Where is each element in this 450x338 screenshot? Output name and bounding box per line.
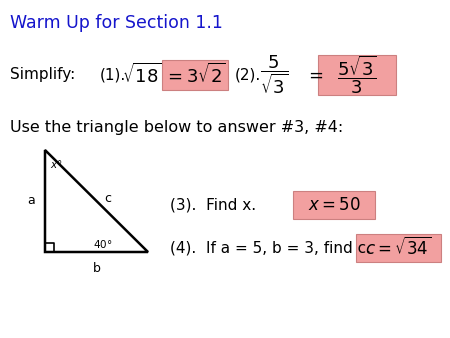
- Text: b: b: [93, 262, 100, 275]
- Text: (2).: (2).: [235, 68, 261, 82]
- Text: Use the triangle below to answer #3, #4:: Use the triangle below to answer #3, #4:: [10, 120, 343, 135]
- Text: $\sqrt{18}$: $\sqrt{18}$: [122, 63, 162, 87]
- FancyBboxPatch shape: [356, 234, 441, 262]
- Text: a: a: [27, 194, 35, 208]
- Text: (1).: (1).: [100, 68, 126, 82]
- Text: $x°$: $x°$: [50, 158, 63, 170]
- FancyBboxPatch shape: [318, 55, 396, 95]
- Text: $40°$: $40°$: [93, 238, 112, 250]
- Text: (4).  If a = 5, b = 3, find c.: (4). If a = 5, b = 3, find c.: [170, 241, 371, 256]
- Text: Simplify:: Simplify:: [10, 68, 75, 82]
- Text: $\dfrac{5}{\sqrt{3}}$: $\dfrac{5}{\sqrt{3}}$: [260, 54, 288, 96]
- Text: $\dfrac{5\sqrt{3}}{3}$: $\dfrac{5\sqrt{3}}{3}$: [337, 54, 377, 96]
- FancyBboxPatch shape: [293, 191, 375, 219]
- Text: $x=50$: $x=50$: [308, 196, 360, 214]
- Text: c: c: [104, 193, 112, 206]
- Text: Warm Up for Section 1.1: Warm Up for Section 1.1: [10, 14, 223, 32]
- Text: (3).  Find x.: (3). Find x.: [170, 197, 256, 213]
- FancyBboxPatch shape: [162, 60, 228, 90]
- Text: $c=\sqrt{34}$: $c=\sqrt{34}$: [365, 237, 432, 259]
- Text: $=3\sqrt{2}$: $=3\sqrt{2}$: [164, 63, 226, 87]
- Text: $=$: $=$: [305, 66, 324, 84]
